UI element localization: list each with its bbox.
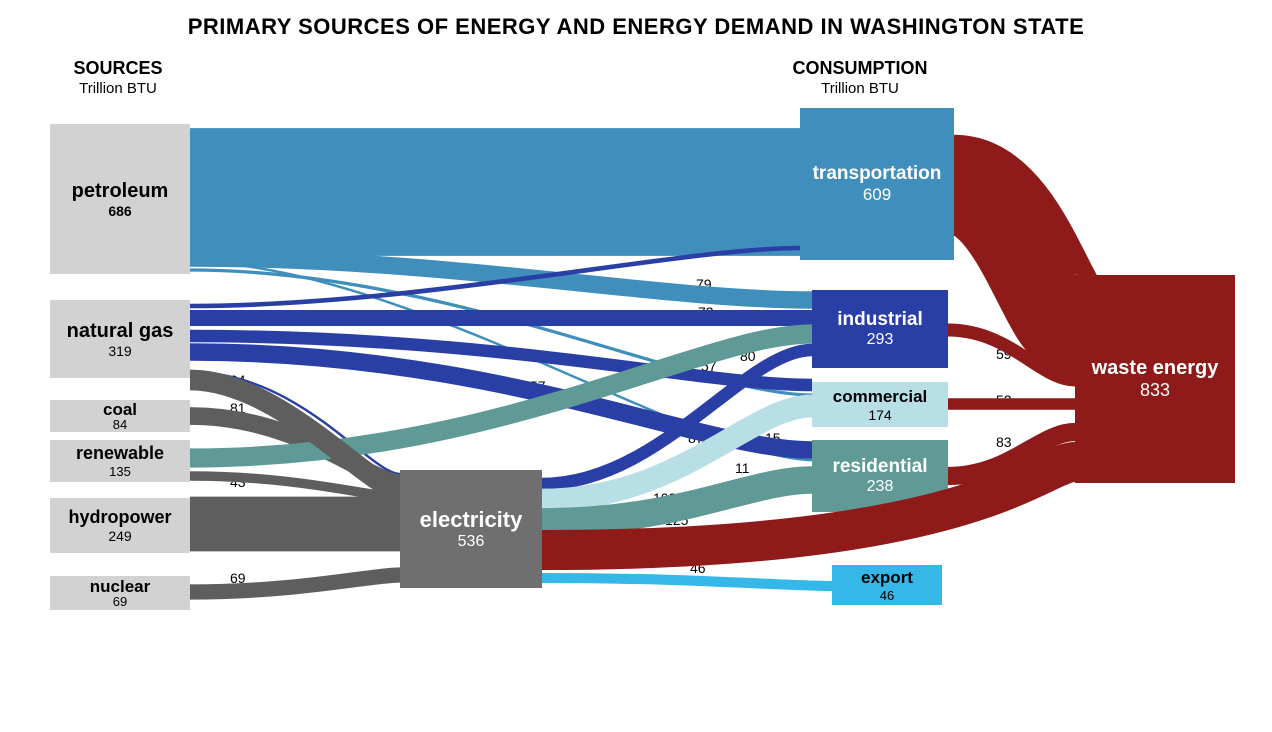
flow-elec_waste-value: 182 [932, 542, 955, 558]
consumption-heading: CONSUMPTION [740, 58, 980, 79]
flow-pet_ind-value: 79 [696, 276, 712, 292]
node-electricity: electricity536 [400, 470, 542, 588]
node-waste-value: 833 [1140, 380, 1170, 401]
chart-title: PRIMARY SOURCES OF ENERGY AND ENERGY DEM… [0, 14, 1272, 40]
flow-hydro_elec-value: 249 [272, 516, 295, 532]
flow-ng_res [190, 352, 812, 450]
node-commercial-label: commercial [833, 387, 928, 407]
flow-nucl_elec-value: 69 [230, 570, 246, 586]
node-natural_gas-value: 319 [108, 343, 131, 359]
node-coal: coal84 [50, 400, 190, 432]
node-residential: residential238 [812, 440, 948, 512]
node-waste: waste energy833 [1075, 275, 1235, 483]
flow-ng_elec [190, 372, 400, 474]
node-industrial-value: 293 [867, 331, 894, 349]
flow-trans_waste-value: 457 [975, 232, 998, 248]
node-transportation-label: transportation [813, 163, 942, 185]
flow-ng_ind-value: 73 [698, 304, 714, 320]
node-nuclear-label: nuclear [90, 578, 150, 595]
sources-subheading: Trillion BTU [0, 80, 238, 97]
node-petroleum-label: petroleum [72, 180, 169, 203]
flow-coal_elec [190, 416, 400, 483]
node-renewable: renewable135 [50, 440, 190, 482]
flow-ren_ind-value: 87 [688, 430, 704, 446]
node-coal-value: 84 [113, 418, 127, 431]
node-electricity-value: 536 [458, 533, 485, 551]
flow-trans_waste [954, 185, 1075, 325]
flow-ren_ind [190, 334, 812, 458]
flow-coal_elec-value: 81 [230, 400, 246, 416]
node-nuclear: nuclear69 [50, 576, 190, 610]
node-transportation-value: 609 [863, 185, 891, 205]
node-industrial: industrial293 [812, 290, 948, 368]
flow-pet_comm-value: 15 [765, 430, 781, 446]
flow-ind_waste-value: 59 [996, 346, 1012, 362]
flow-elec_comm-value: 103 [653, 490, 676, 506]
flow-elec_comm [542, 406, 812, 500]
flow-pet_res [190, 262, 812, 460]
node-renewable-label: renewable [76, 443, 164, 464]
flow-ren_elec2-value: 94 [230, 372, 246, 388]
node-commercial-value: 174 [868, 407, 891, 423]
node-transportation: transportation609 [800, 108, 954, 260]
flow-elec_res-value: 125 [665, 512, 688, 528]
flow-pet_ind [190, 258, 812, 300]
node-commercial: commercial174 [812, 382, 948, 427]
flow-nucl_elec [190, 575, 400, 592]
flow-elec_waste [542, 462, 1075, 550]
flow-pet_trans-value: 581 [570, 176, 593, 192]
node-export: export46 [832, 565, 942, 605]
flow-elec_export [542, 578, 832, 586]
node-petroleum: petroleum686 [50, 124, 190, 274]
flow-pet_comm [190, 270, 812, 395]
flow-ng_comm [190, 336, 812, 385]
node-natural_gas-label: natural gas [67, 320, 174, 343]
flow-ren_elec2 [190, 380, 400, 490]
flow-ren_elec-value: 43 [230, 474, 246, 490]
flow-elec_export-value: 46 [690, 560, 706, 576]
node-export-value: 46 [880, 588, 894, 603]
flow-ng_trans-value: 21 [693, 232, 709, 248]
node-hydropower-value: 249 [108, 528, 131, 544]
node-hydropower-label: hydropower [68, 507, 171, 528]
sources-heading: SOURCES [0, 58, 238, 79]
flow-ng_res-value: 80 [740, 348, 756, 364]
flow-res_waste-value: 83 [996, 434, 1012, 450]
flow-elec_ind [542, 350, 812, 484]
node-renewable-value: 135 [109, 464, 131, 479]
flow-comm_waste-value: 52 [996, 392, 1012, 408]
flow-ng_elec-value: 11 [376, 358, 391, 374]
node-residential-value: 238 [867, 478, 894, 496]
flow-ng_comm-value: 57 [701, 358, 717, 374]
flow-pet_res-value: 11 [735, 460, 750, 476]
flow-elec_ind-value: 57 [530, 378, 546, 394]
node-petroleum-value: 686 [108, 203, 131, 219]
node-nuclear-value: 69 [113, 595, 127, 608]
node-industrial-label: industrial [837, 309, 923, 331]
flow-ren_elec [190, 476, 400, 497]
node-residential-label: residential [832, 456, 927, 478]
node-export-label: export [861, 568, 913, 588]
node-electricity-label: electricity [420, 507, 523, 533]
consumption-subheading: Trillion BTU [740, 80, 980, 97]
node-natural_gas: natural gas319 [50, 300, 190, 378]
node-waste-label: waste energy [1092, 357, 1219, 380]
node-hydropower: hydropower249 [50, 498, 190, 553]
node-coal-label: coal [103, 401, 137, 418]
